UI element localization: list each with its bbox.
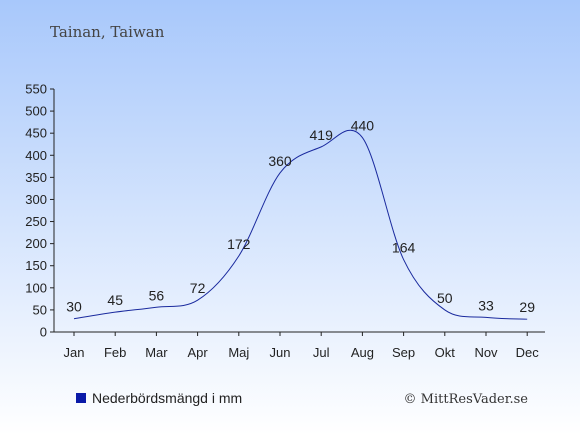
y-tick-label: 550	[25, 82, 47, 97]
legend: Nederbördsmängd i mm	[76, 390, 242, 406]
series-line-precipitation	[73, 129, 528, 320]
data-label: 30	[66, 299, 82, 315]
data-label: 360	[268, 153, 292, 169]
x-tick-label: Nov	[474, 345, 498, 360]
chart-title: Tainan, Taiwan	[50, 23, 165, 41]
credit-text: © MittResVader.se	[404, 392, 529, 407]
data-label: 29	[519, 299, 535, 315]
x-tick-label: Maj	[228, 345, 249, 360]
data-label: 33	[478, 297, 494, 313]
series-layer	[73, 129, 528, 320]
legend-label: Nederbördsmängd i mm	[92, 390, 242, 406]
y-tick-label: 200	[25, 236, 47, 251]
data-label: 72	[190, 280, 206, 296]
x-tick-label: Jan	[64, 345, 85, 360]
y-tick-label: 150	[25, 258, 47, 273]
data-label: 172	[227, 236, 251, 252]
y-tick-label: 500	[25, 104, 47, 119]
legend-marker	[76, 393, 86, 403]
x-tick-label: Jun	[270, 345, 291, 360]
data-label: 419	[310, 127, 334, 143]
y-tick-label: 250	[25, 214, 47, 229]
x-tick-label: Okt	[435, 345, 456, 360]
x-tick-label: Feb	[104, 345, 126, 360]
y-tick-label: 0	[40, 325, 47, 340]
data-label: 164	[392, 240, 416, 256]
y-tick-label: 400	[25, 148, 47, 163]
data-label: 50	[437, 290, 453, 306]
y-tick-label: 350	[25, 170, 47, 185]
x-tick-label: Mar	[145, 345, 168, 360]
y-tick-label: 50	[33, 302, 47, 317]
data-label: 440	[351, 118, 375, 134]
x-tick-label: Jul	[313, 345, 330, 360]
y-tick-label: 100	[25, 280, 47, 295]
data-label: 56	[149, 287, 165, 303]
axes: 0 50 100 150 200 250 300 350 400 450 500 550 Jan Feb M…	[25, 82, 545, 360]
y-tick-label: 300	[25, 192, 47, 207]
data-label: 45	[107, 292, 123, 308]
x-tick-label: Aug	[351, 345, 374, 360]
x-tick-label: Dec	[516, 345, 540, 360]
x-tick-label: Apr	[187, 345, 208, 360]
y-tick-label: 450	[25, 126, 47, 141]
data-labels: 30 45 56 72 172 360 419 440 164 50 33 29	[66, 118, 535, 316]
x-tick-label: Sep	[392, 345, 415, 360]
